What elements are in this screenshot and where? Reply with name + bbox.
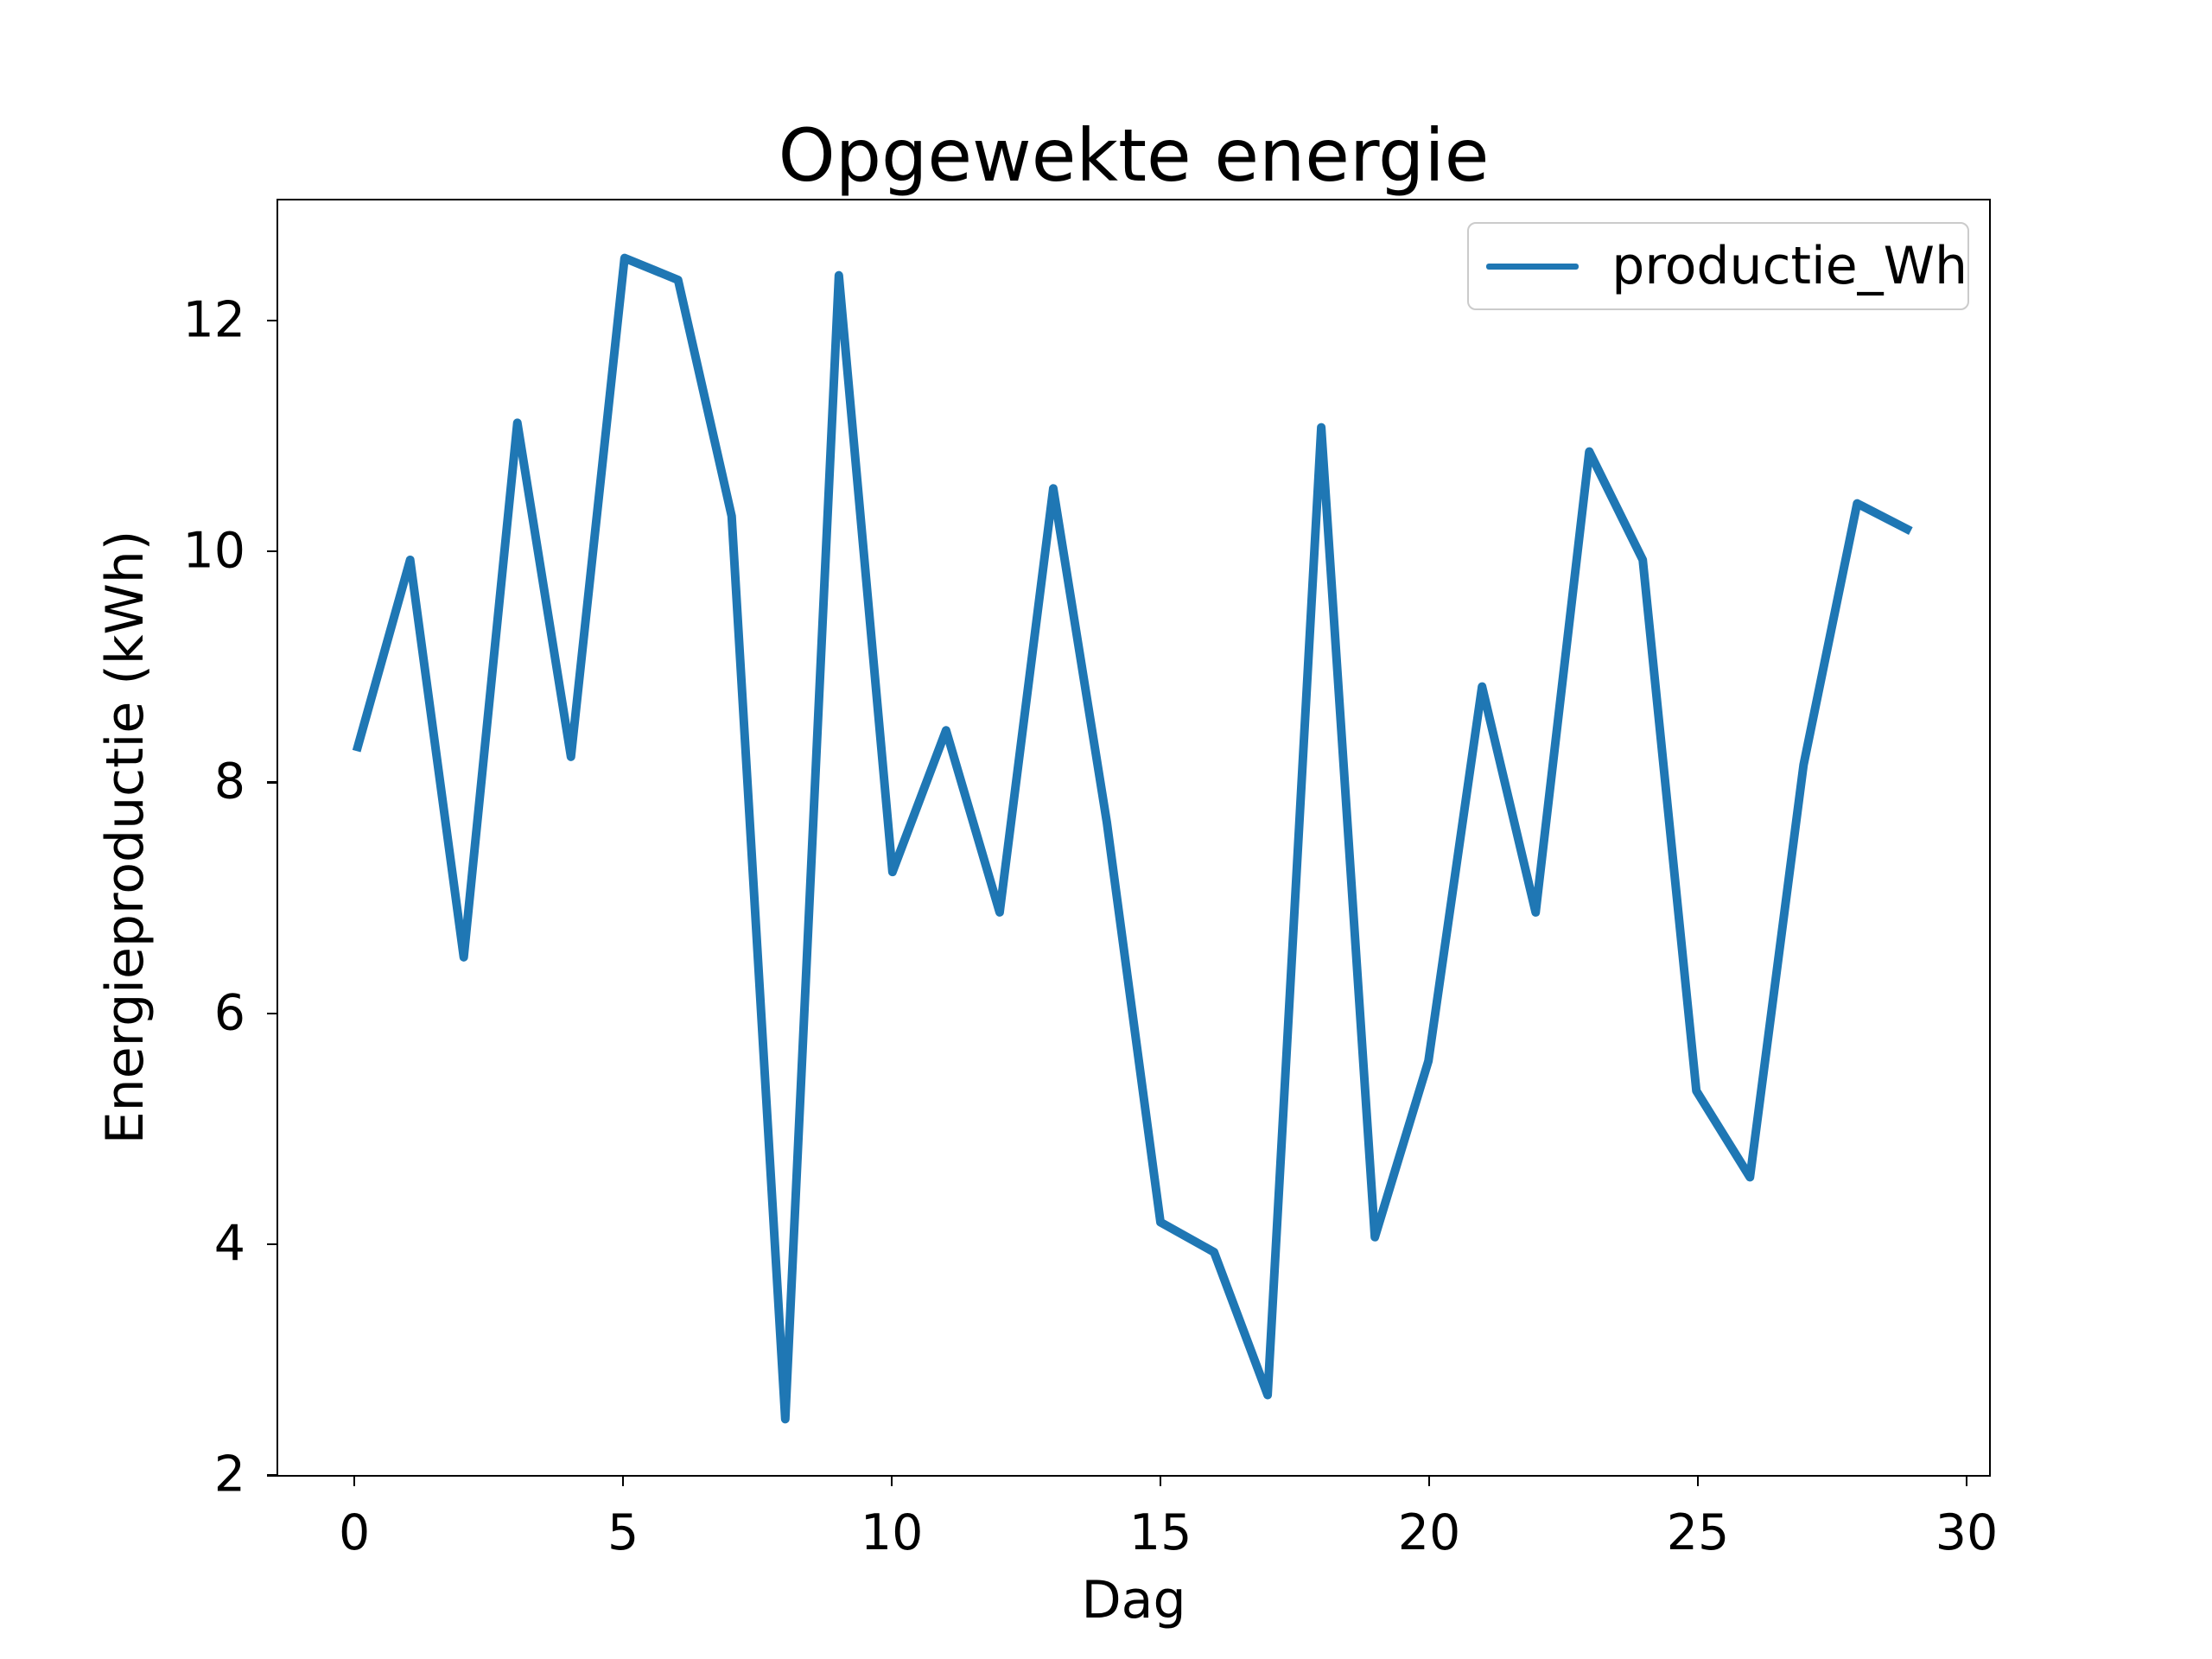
x-tick-label: 25: [1666, 1504, 1730, 1561]
x-tick-label: 20: [1397, 1504, 1461, 1561]
x-tick-mark: [1427, 1476, 1431, 1486]
x-tick-mark: [1159, 1476, 1162, 1486]
legend: productie_Wh: [1467, 222, 1969, 310]
y-tick-label: 6: [213, 984, 245, 1042]
y-tick-mark: [267, 781, 276, 784]
chart-title: Opgewekte energie: [778, 113, 1490, 198]
x-tick-mark: [621, 1476, 625, 1486]
plot-area: productie_Wh: [276, 199, 1991, 1477]
legend-line-icon: [1486, 263, 1580, 270]
y-axis-label: Energieproductie (kWh): [95, 530, 156, 1145]
x-tick-label: 5: [607, 1504, 639, 1561]
x-tick-label: 10: [860, 1504, 924, 1561]
productie-line-series: [352, 253, 1913, 1424]
y-tick-label: 12: [182, 291, 245, 349]
legend-label: productie_Wh: [1611, 236, 1967, 296]
y-tick-mark: [267, 319, 276, 321]
x-tick-label: 15: [1128, 1504, 1192, 1561]
y-tick-mark: [267, 1474, 276, 1477]
x-tick-mark: [890, 1476, 893, 1486]
y-tick-label: 2: [213, 1446, 245, 1503]
x-tick-mark: [1965, 1476, 1968, 1486]
x-tick-mark: [353, 1476, 356, 1486]
y-tick-label: 4: [213, 1215, 245, 1273]
line-chart-svg: [352, 253, 1913, 1424]
x-tick-label: 30: [1935, 1504, 1999, 1561]
y-tick-label: 10: [182, 522, 245, 580]
x-tick-mark: [1696, 1476, 1700, 1486]
x-axis-label: Dag: [1081, 1570, 1186, 1630]
y-tick-mark: [267, 550, 276, 553]
x-tick-label: 0: [339, 1504, 371, 1561]
y-tick-mark: [267, 1012, 276, 1015]
y-tick-mark: [267, 1243, 276, 1246]
y-tick-label: 8: [213, 753, 245, 810]
